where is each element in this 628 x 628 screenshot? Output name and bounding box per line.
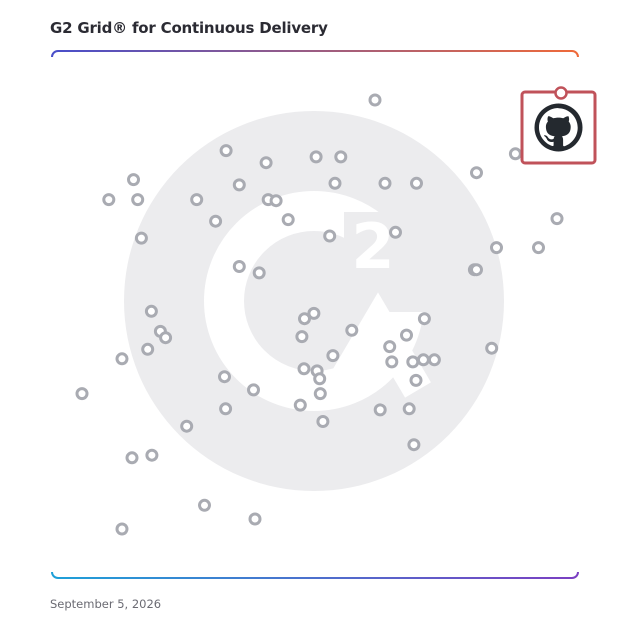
product-marker[interactable] (470, 166, 483, 180)
product-marker[interactable] (247, 383, 260, 397)
product-marker[interactable] (417, 312, 431, 326)
product-marker[interactable] (297, 362, 311, 376)
product-marker[interactable] (75, 387, 89, 401)
product-marker[interactable] (252, 266, 266, 280)
product-marker[interactable] (402, 402, 416, 416)
product-marker[interactable] (334, 150, 348, 164)
product-marker[interactable] (406, 355, 420, 369)
svg-text:2: 2 (351, 210, 394, 283)
data-points (75, 93, 564, 536)
product-marker[interactable] (345, 323, 359, 337)
product-marker[interactable] (323, 229, 337, 243)
product-marker[interactable] (127, 173, 140, 187)
product-marker[interactable] (383, 340, 397, 354)
product-marker[interactable] (400, 328, 413, 342)
product-marker[interactable] (389, 225, 402, 239)
product-marker[interactable] (144, 304, 158, 318)
product-marker[interactable] (131, 193, 145, 207)
product-marker[interactable] (485, 341, 499, 355)
product-marker[interactable] (316, 415, 330, 428)
product-marker[interactable] (508, 147, 522, 161)
report-date: September 5, 2026 (50, 597, 162, 611)
product-marker[interactable] (385, 355, 399, 369)
product-marker[interactable] (313, 372, 327, 386)
chart-title: G2 Grid® for Continuous Delivery (50, 19, 328, 37)
product-marker[interactable] (198, 498, 211, 512)
github-icon (534, 103, 583, 152)
product-marker[interactable] (293, 398, 307, 412)
product-marker[interactable] (490, 241, 503, 255)
product-marker[interactable] (407, 438, 421, 452)
product-marker[interactable] (115, 522, 129, 536)
product-marker[interactable] (409, 373, 423, 387)
product-marker[interactable] (373, 403, 387, 417)
product-marker[interactable] (309, 150, 323, 164)
product-marker[interactable] (190, 193, 204, 207)
product-marker[interactable] (159, 331, 173, 345)
product-marker[interactable] (328, 176, 342, 190)
product-marker[interactable] (248, 512, 262, 526)
product-marker[interactable] (180, 419, 194, 433)
product-marker[interactable] (281, 213, 295, 227)
product-marker[interactable] (209, 214, 223, 228)
product-marker[interactable] (416, 353, 430, 367)
product-marker[interactable] (115, 352, 129, 366)
product-marker[interactable] (134, 231, 148, 245)
product-marker[interactable] (145, 448, 159, 462)
product-marker[interactable] (307, 306, 321, 320)
highlight-marker-github[interactable] (520, 86, 597, 165)
product-marker[interactable] (368, 93, 382, 107)
product-marker[interactable] (532, 241, 545, 255)
product-marker[interactable] (313, 387, 327, 401)
product-marker[interactable] (259, 156, 273, 170)
product-marker[interactable] (470, 263, 483, 277)
product-marker[interactable] (295, 330, 309, 344)
product-marker[interactable] (218, 370, 231, 384)
product-marker[interactable] (378, 176, 392, 190)
product-marker[interactable] (125, 451, 139, 465)
product-marker[interactable] (141, 342, 155, 356)
highlight-pin (554, 86, 568, 100)
product-marker[interactable] (219, 402, 233, 416)
product-marker[interactable] (427, 353, 441, 367)
product-marker[interactable] (102, 193, 116, 207)
product-marker[interactable] (410, 176, 423, 190)
product-marker[interactable] (326, 349, 340, 363)
g2-watermark-logo: 2 (124, 111, 504, 491)
product-marker[interactable] (232, 178, 246, 192)
product-marker[interactable] (298, 312, 311, 326)
product-marker[interactable] (232, 260, 246, 273)
product-marker[interactable] (219, 144, 233, 158)
product-marker[interactable] (269, 194, 283, 208)
product-marker[interactable] (550, 212, 564, 226)
